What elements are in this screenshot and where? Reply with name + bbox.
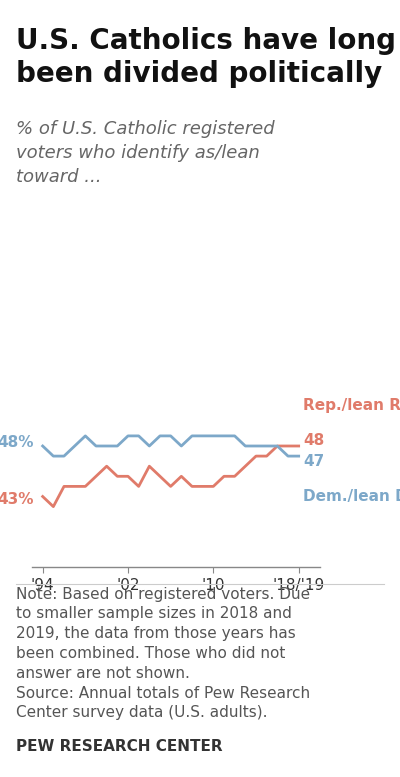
Text: Dem./lean Dem.: Dem./lean Dem. xyxy=(303,489,400,504)
Text: % of U.S. Catholic registered
voters who identify as/lean
toward ...: % of U.S. Catholic registered voters who… xyxy=(16,120,275,186)
Text: Note: Based on registered voters. Due
to smaller sample sizes in 2018 and
2019, : Note: Based on registered voters. Due to… xyxy=(16,587,310,720)
Text: 48%: 48% xyxy=(0,435,34,451)
Text: 48: 48 xyxy=(303,434,324,448)
Text: U.S. Catholics have long
been divided politically: U.S. Catholics have long been divided po… xyxy=(16,27,396,88)
Text: 47: 47 xyxy=(303,454,324,469)
Text: PEW RESEARCH CENTER: PEW RESEARCH CENTER xyxy=(16,739,223,754)
Text: 43%: 43% xyxy=(0,492,34,507)
Text: Rep./lean Rep.: Rep./lean Rep. xyxy=(303,398,400,413)
